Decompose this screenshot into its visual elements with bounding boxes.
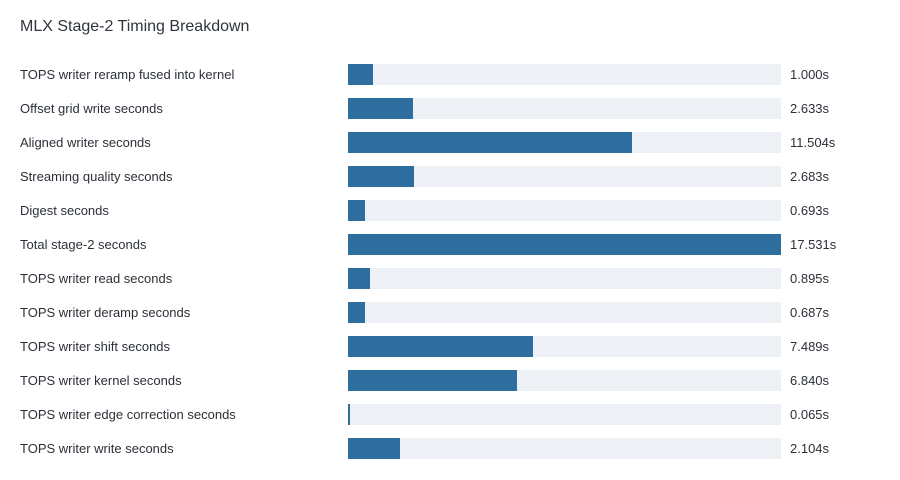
bar-label: Streaming quality seconds bbox=[20, 169, 173, 184]
bar bbox=[348, 166, 415, 187]
bar-row: Offset grid write seconds 2.633s bbox=[0, 98, 900, 119]
bar-label: TOPS writer edge correction seconds bbox=[20, 407, 236, 422]
bar-row: Total stage-2 seconds 17.531s bbox=[0, 234, 900, 255]
bar-label: TOPS writer shift seconds bbox=[20, 339, 171, 354]
bar-row: TOPS writer write seconds 2.104s bbox=[0, 438, 900, 459]
bar-track bbox=[348, 404, 781, 425]
bar bbox=[348, 132, 633, 153]
bar bbox=[348, 268, 371, 289]
value-label: 2.683s bbox=[790, 169, 830, 184]
bar bbox=[348, 336, 533, 357]
value-label: 11.504s bbox=[790, 135, 836, 150]
bar-label: TOPS writer kernel seconds bbox=[20, 373, 182, 388]
bar bbox=[348, 98, 414, 119]
bar bbox=[348, 438, 400, 459]
chart-title: MLX Stage-2 Timing Breakdown bbox=[20, 18, 250, 35]
bar-label: Digest seconds bbox=[20, 203, 109, 218]
bar-track bbox=[348, 200, 781, 221]
bar-track bbox=[348, 98, 781, 119]
bar-label: TOPS writer write seconds bbox=[20, 441, 174, 456]
bar bbox=[348, 64, 373, 85]
bar-row: TOPS writer shift seconds 7.489s bbox=[0, 336, 900, 357]
bar-track bbox=[348, 302, 781, 323]
bar-label: TOPS writer reramp fused into kernel bbox=[20, 67, 235, 82]
bar-row: Aligned writer seconds 11.504s bbox=[0, 132, 900, 153]
bar-track bbox=[348, 132, 781, 153]
bar-row: Streaming quality seconds 2.683s bbox=[0, 166, 900, 187]
bar-row: TOPS writer deramp seconds 0.687s bbox=[0, 302, 900, 323]
bar-row: Digest seconds 0.693s bbox=[0, 200, 900, 221]
bar-label: Aligned writer seconds bbox=[20, 135, 151, 150]
bar-row: TOPS writer kernel seconds 6.840s bbox=[0, 370, 900, 391]
value-label: 7.489s bbox=[790, 339, 830, 354]
value-label: 2.633s bbox=[790, 101, 830, 116]
value-label: 1.000s bbox=[790, 67, 830, 82]
bar bbox=[348, 370, 517, 391]
bar-label: TOPS writer deramp seconds bbox=[20, 305, 191, 320]
value-label: 6.840s bbox=[790, 373, 830, 388]
bar-row: TOPS writer reramp fused into kernel 1.00… bbox=[0, 64, 900, 85]
value-label: 2.104s bbox=[790, 441, 830, 456]
bar bbox=[348, 404, 350, 425]
value-label: 0.693s bbox=[790, 203, 830, 218]
bar-row: TOPS writer read seconds 0.895s bbox=[0, 268, 900, 289]
bar bbox=[348, 200, 366, 221]
bar-label: Offset grid write seconds bbox=[20, 101, 163, 116]
bar-track bbox=[348, 438, 781, 459]
bar-track bbox=[348, 64, 781, 85]
bar bbox=[348, 234, 781, 255]
bar-row: TOPS writer edge correction seconds 0.065… bbox=[0, 404, 900, 425]
bar-track bbox=[348, 268, 781, 289]
value-label: 0.895s bbox=[790, 271, 830, 286]
bar-label: TOPS writer read seconds bbox=[20, 271, 173, 286]
value-label: 0.687s bbox=[790, 305, 830, 320]
bar-track bbox=[348, 370, 781, 391]
value-label: 0.065s bbox=[790, 407, 830, 422]
bar bbox=[348, 302, 365, 323]
bar-track bbox=[348, 336, 781, 357]
bar-track bbox=[348, 166, 781, 187]
value-label: 17.531s bbox=[790, 237, 837, 252]
bar-track bbox=[348, 234, 781, 255]
bar-label: Total stage-2 seconds bbox=[20, 237, 147, 252]
